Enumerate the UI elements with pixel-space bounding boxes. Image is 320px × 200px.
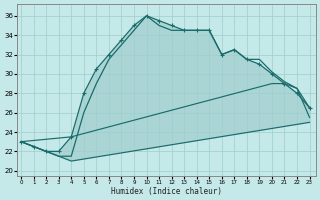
X-axis label: Humidex (Indice chaleur): Humidex (Indice chaleur)	[111, 187, 222, 196]
